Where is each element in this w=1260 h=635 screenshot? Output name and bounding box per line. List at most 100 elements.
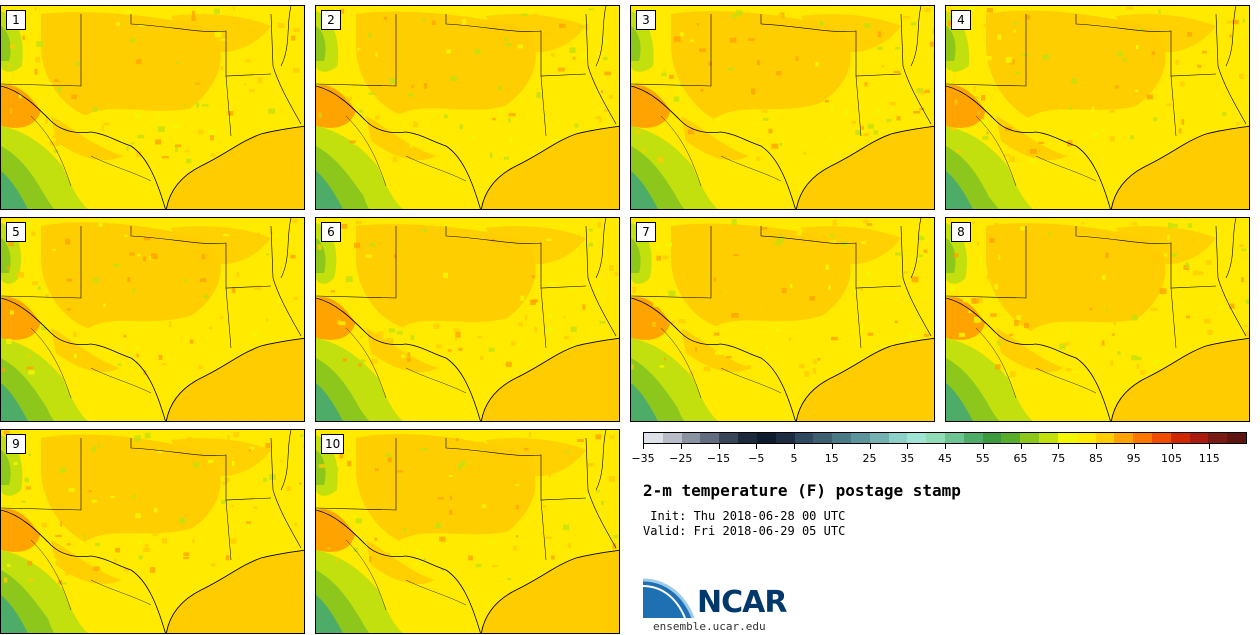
colorbar-swatch [926, 433, 945, 443]
colorbar-tick-label: 65 [1013, 452, 1028, 465]
colorbar-tick [794, 444, 795, 449]
colorbar-swatch [738, 433, 757, 443]
colorbar-ticks: −35 −25 −15 −5 5 15 25 35 45 55 65 75 85 95 105 115 [631, 444, 1247, 466]
colorbar-tick-label: −25 [669, 452, 693, 465]
colorbar-tick-label: 45 [938, 452, 952, 465]
colorbar-tick [1096, 444, 1097, 449]
member-number: 3 [636, 10, 656, 30]
temperature-map [1, 6, 304, 209]
colorbar-swatch [888, 433, 908, 443]
map-panel-2: 2 [315, 5, 620, 210]
colorbar-tick [756, 444, 758, 449]
map-title: 2-m temperature (F) postage stamp [643, 481, 961, 500]
colorbar-swatch [982, 433, 1002, 443]
colorbar-swatch [1170, 433, 1190, 443]
colorbar-tick [1209, 444, 1211, 449]
colorbar-tick-label: −15 [706, 452, 731, 465]
colorbar-swatch [1057, 433, 1077, 443]
member-number: 4 [951, 10, 971, 30]
colorbar-swatch [1076, 433, 1096, 443]
colorbar-tick [680, 444, 682, 449]
colorbar-swatch [1189, 433, 1209, 443]
temperature-map [1, 430, 304, 633]
temperature-colorbar [643, 432, 1247, 444]
valid-time: Valid: Fri 2018-06-29 05 UTC [643, 524, 846, 538]
colorbar-swatch [1151, 433, 1171, 443]
colorbar-swatch [1208, 433, 1228, 443]
ncar-logo-text: NCAR [697, 585, 787, 620]
colorbar-swatch [1095, 433, 1115, 443]
colorbar-swatch [1227, 433, 1246, 443]
colorbar-tick-label: 85 [1089, 452, 1103, 465]
colorbar-tick-label: 15 [824, 452, 839, 465]
map-panel-10: 10 [315, 429, 620, 634]
colorbar-tick [869, 444, 871, 449]
colorbar-tick [643, 444, 644, 449]
colorbar-swatch [644, 433, 663, 443]
temperature-map [631, 6, 934, 209]
temperature-map [316, 430, 619, 633]
map-panel-3: 3 [630, 5, 935, 210]
colorbar-swatch [907, 433, 927, 443]
temperature-map [946, 218, 1249, 421]
colorbar-swatch [850, 433, 870, 443]
member-number: 1 [6, 10, 26, 30]
colorbar-swatch [794, 433, 814, 443]
colorbar-tick-label: 95 [1126, 452, 1141, 465]
colorbar-swatch [681, 433, 701, 443]
colorbar-tick-label: −5 [748, 452, 765, 465]
colorbar-tick-label: 55 [975, 452, 990, 465]
colorbar-swatch [1133, 433, 1152, 443]
colorbar-tick [1133, 444, 1135, 449]
colorbar-swatch [945, 433, 964, 443]
colorbar-tick-label: 35 [900, 452, 915, 465]
colorbar-tick-label: 115 [1198, 452, 1220, 465]
colorbar-tick [907, 444, 909, 449]
colorbar-swatch [756, 433, 776, 443]
member-number: 7 [636, 222, 656, 242]
colorbar-tick [1058, 444, 1060, 449]
site-url[interactable]: ensemble.ucar.edu [653, 620, 766, 633]
map-panel-7: 7 [630, 217, 935, 422]
colorbar-tick-label: 5 [790, 452, 798, 465]
colorbar-swatch [700, 433, 720, 443]
member-number: 10 [321, 434, 345, 454]
colorbar-tick-label: −35 [631, 452, 655, 465]
temperature-map [316, 6, 619, 209]
map-panel-4: 4 [945, 5, 1250, 210]
colorbar-tick [1171, 444, 1173, 449]
map-panel-8: 8 [945, 217, 1250, 422]
colorbar-tick [831, 444, 833, 449]
map-panel-5: 5 [0, 217, 305, 422]
colorbar-swatch [1020, 433, 1040, 443]
member-number: 8 [951, 222, 971, 242]
temperature-map [631, 218, 934, 421]
member-number: 6 [321, 222, 341, 242]
colorbar-swatch [1001, 433, 1021, 443]
colorbar-swatch [1039, 433, 1058, 443]
colorbar-swatch [869, 433, 889, 443]
colorbar-swatch [775, 433, 795, 443]
colorbar-tick-label: 105 [1161, 452, 1182, 465]
map-panel-9: 9 [0, 429, 305, 634]
map-panel-6: 6 [315, 217, 620, 422]
temperature-map [1, 218, 304, 421]
member-number: 9 [6, 434, 26, 454]
colorbar-swatch [662, 433, 682, 443]
colorbar-tick-label: 75 [1051, 452, 1066, 465]
colorbar-tick [945, 444, 946, 449]
temperature-map [946, 6, 1249, 209]
colorbar-swatch [719, 433, 739, 443]
colorbar-tick [718, 444, 720, 449]
colorbar-swatch [1114, 433, 1134, 443]
member-number: 2 [321, 10, 341, 30]
colorbar-swatch [963, 433, 983, 443]
colorbar-swatch [832, 433, 851, 443]
colorbar-tick [982, 444, 984, 449]
colorbar-swatch [813, 433, 833, 443]
colorbar-tick [1020, 444, 1022, 449]
map-panel-1: 1 [0, 5, 305, 210]
ncar-logo-icon [643, 578, 695, 619]
init-time: Init: Thu 2018-06-28 00 UTC [643, 509, 846, 523]
temperature-map [316, 218, 619, 421]
